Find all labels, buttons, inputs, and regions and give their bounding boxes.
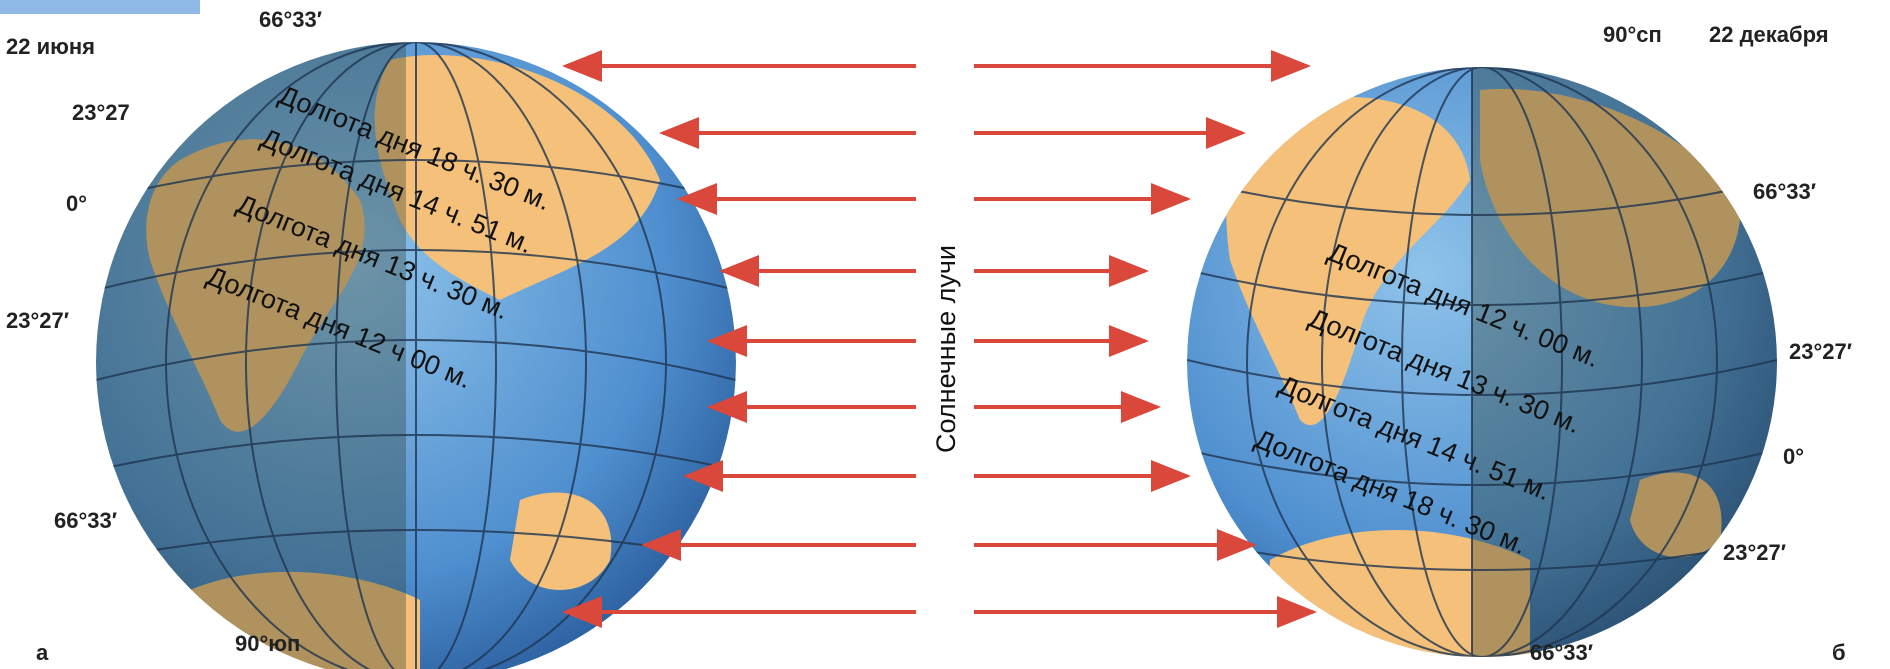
latitude-label: 23°27: [72, 100, 130, 125]
latitude-label: 0°: [66, 191, 87, 216]
pole-label: 90°сп: [1603, 22, 1662, 47]
sun-rays: [562, 50, 1317, 628]
left-globe: [96, 42, 736, 669]
date-label: 22 июня: [6, 34, 95, 59]
latitude-label: 66°33′: [1753, 179, 1816, 204]
latitude-label: 23°27′: [6, 308, 69, 333]
rays-label: Солнечные лучи: [931, 245, 961, 453]
latitude-label: 66°33′: [1530, 640, 1593, 665]
latitude-label: 0°: [1783, 444, 1804, 469]
date-label: 22 декабря: [1709, 22, 1829, 47]
latitude-label: 23°27′: [1789, 339, 1852, 364]
pole-label: 90°юп: [235, 631, 300, 656]
latitude-label: 23°27′: [1723, 540, 1786, 565]
right-globe: [1187, 67, 1777, 657]
figure-letter: б: [1832, 640, 1846, 665]
latitude-label: 66°33′: [259, 7, 322, 32]
header-bar: [0, 0, 200, 14]
figure-letter: а: [36, 640, 49, 665]
latitude-label: 66°33′: [54, 508, 117, 533]
